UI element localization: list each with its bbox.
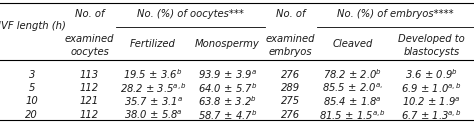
Text: 38.0 ± 5.8$^a$: 38.0 ± 5.8$^a$ (124, 109, 182, 121)
Text: 276: 276 (281, 70, 301, 80)
Text: Developed to: Developed to (398, 34, 465, 44)
Text: 3: 3 (28, 70, 35, 80)
Text: 6.7 ± 1.3$^{a, b}$: 6.7 ± 1.3$^{a, b}$ (401, 108, 462, 122)
Text: examined: examined (65, 34, 114, 44)
Text: 35.7 ± 3.1$^a$: 35.7 ± 3.1$^a$ (124, 95, 182, 108)
Text: 19.5 ± 3.6$^b$: 19.5 ± 3.6$^b$ (123, 68, 182, 82)
Text: 78.2 ± 2.0$^b$: 78.2 ± 2.0$^b$ (323, 68, 382, 82)
Text: No. of: No. of (75, 9, 104, 19)
Text: 3.6 ± 0.9$^b$: 3.6 ± 0.9$^b$ (405, 68, 458, 82)
Text: 121: 121 (80, 96, 99, 106)
Text: 81.5 ± 1.5$^{a, b}$: 81.5 ± 1.5$^{a, b}$ (319, 108, 386, 122)
Text: Monospermy: Monospermy (195, 39, 260, 49)
Text: Fertilized: Fertilized (130, 39, 176, 49)
Text: 112: 112 (80, 83, 99, 93)
Text: 10: 10 (25, 96, 38, 106)
Text: blastocysts: blastocysts (403, 47, 459, 57)
Text: 28.2 ± 3.5$^{a, b}$: 28.2 ± 3.5$^{a, b}$ (119, 81, 186, 95)
Text: 112: 112 (80, 110, 99, 120)
Text: 93.9 ± 3.9$^a$: 93.9 ± 3.9$^a$ (198, 68, 257, 81)
Text: No. of: No. of (276, 9, 305, 19)
Text: 275: 275 (281, 96, 301, 106)
Text: examined: examined (266, 34, 316, 44)
Text: 85.4 ± 1.8$^a$: 85.4 ± 1.8$^a$ (323, 95, 382, 108)
Text: embryos: embryos (269, 47, 312, 57)
Text: 276: 276 (281, 110, 301, 120)
Text: 63.8 ± 3.2$^b$: 63.8 ± 3.2$^b$ (198, 94, 257, 108)
Text: 20: 20 (25, 110, 38, 120)
Text: 113: 113 (80, 70, 99, 80)
Text: 6.9 ± 1.0$^{a, b}$: 6.9 ± 1.0$^{a, b}$ (401, 81, 462, 95)
Text: 58.7 ± 4.7$^b$: 58.7 ± 4.7$^b$ (198, 108, 257, 122)
Text: oocytes: oocytes (70, 47, 109, 57)
Text: 289: 289 (281, 83, 301, 93)
Text: 5: 5 (28, 83, 35, 93)
Text: No. (%) of embryos****: No. (%) of embryos**** (337, 9, 454, 19)
Text: 10.2 ± 1.9$^a$: 10.2 ± 1.9$^a$ (402, 95, 461, 108)
Text: Cleaved: Cleaved (333, 39, 373, 49)
Text: No. (%) of oocytes***: No. (%) of oocytes*** (137, 9, 244, 19)
Text: IVF length (h): IVF length (h) (0, 22, 65, 31)
Text: 85.5 ± 2.0$^{a,}$: 85.5 ± 2.0$^{a,}$ (322, 82, 383, 94)
Text: 64.0 ± 5.7$^b$: 64.0 ± 5.7$^b$ (198, 81, 257, 95)
